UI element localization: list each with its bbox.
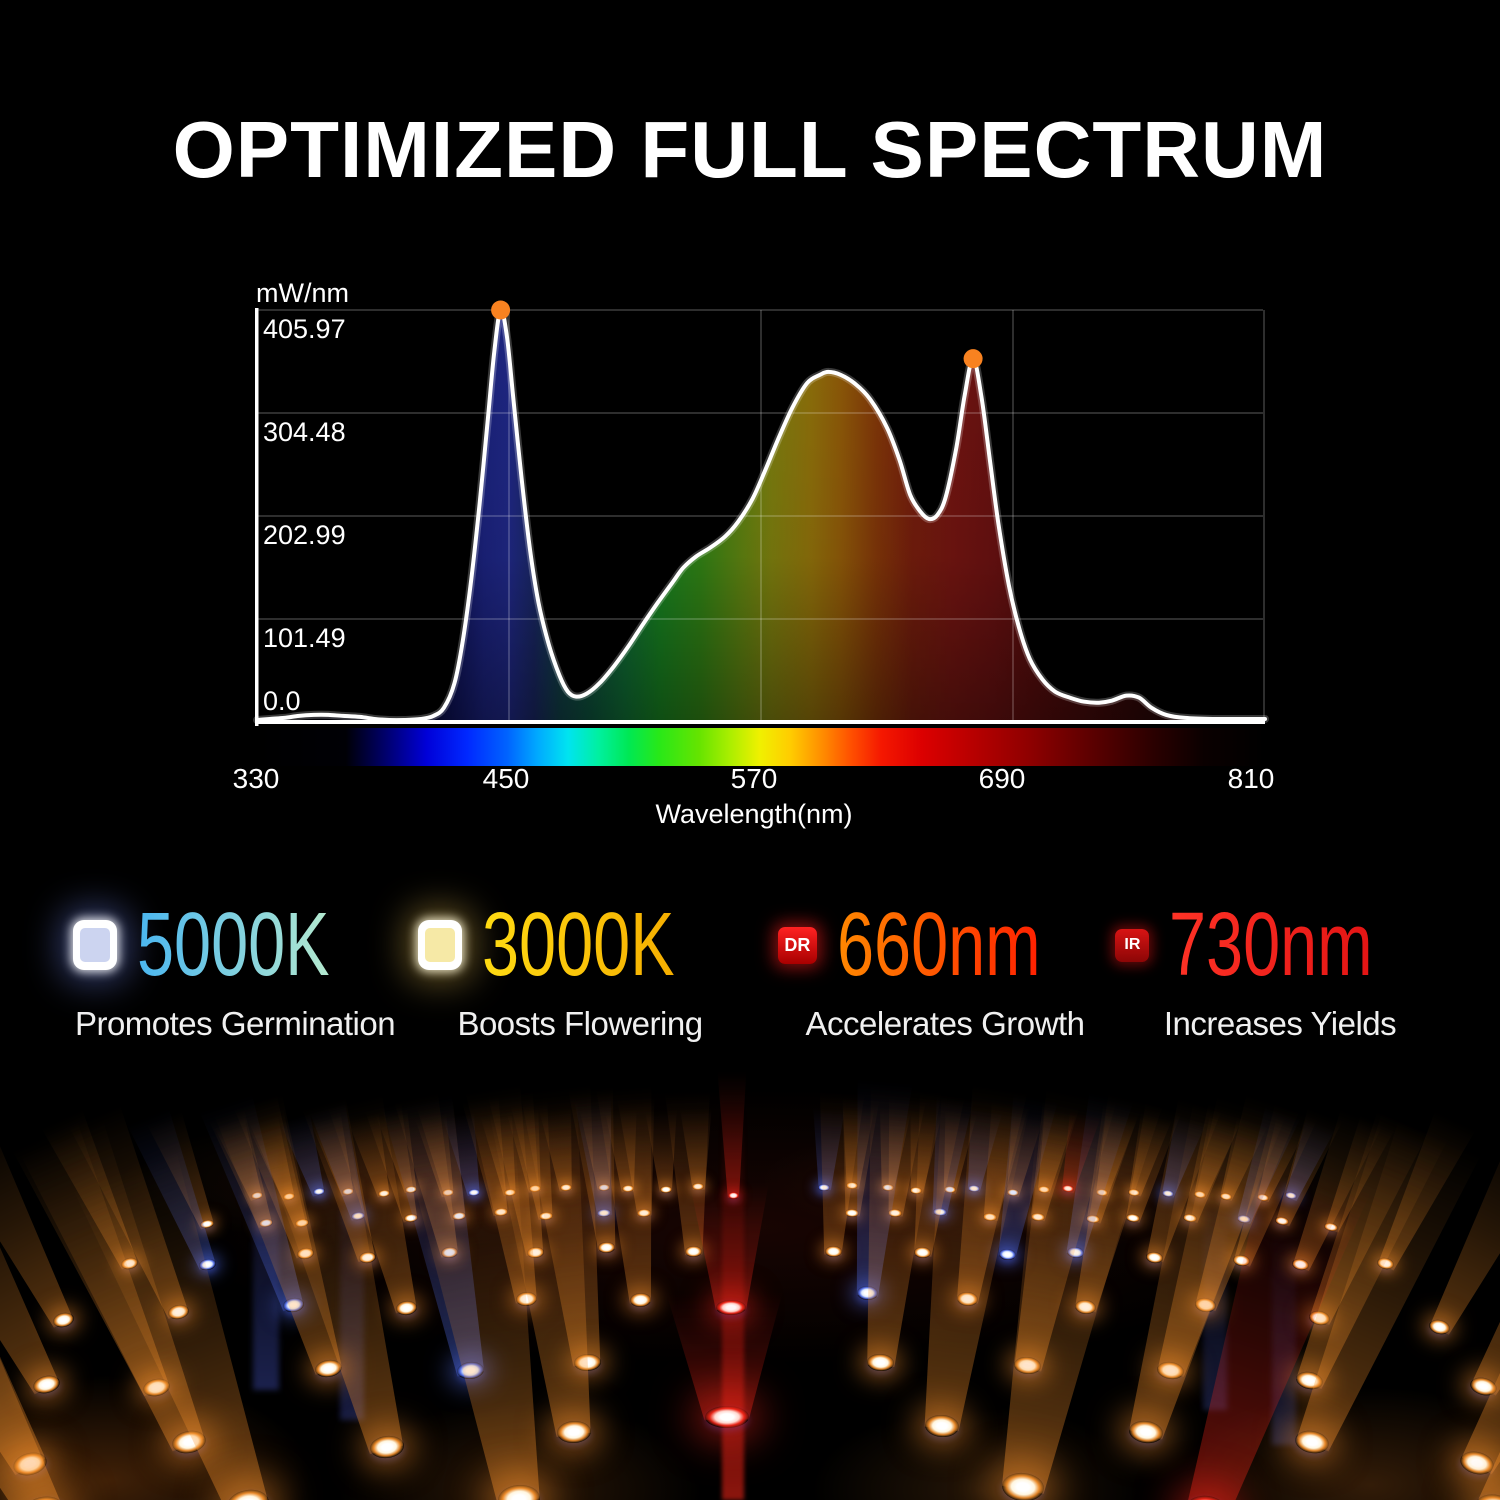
feature-caption: Boosts Flowering bbox=[457, 1005, 703, 1042]
x-tick-label: 330 bbox=[232, 763, 280, 794]
y-tick-label: 101.49 bbox=[263, 623, 346, 653]
x-tick-label: 570 bbox=[730, 763, 778, 794]
feature-caption: Promotes Germination bbox=[74, 1005, 396, 1042]
x-axis-title: Wavelength(nm) bbox=[655, 799, 853, 829]
feature-value: 730nm bbox=[1169, 895, 1374, 995]
feature-value: 5000K bbox=[136, 895, 330, 995]
y-axis-unit-label: mW/nm bbox=[256, 278, 349, 308]
warm-white-led-chip-icon bbox=[417, 920, 462, 970]
x-tick-label: 690 bbox=[978, 763, 1026, 794]
cool-white-led-chip-icon bbox=[72, 920, 117, 970]
spectrum-plot bbox=[253, 300, 1269, 726]
led-board-photo bbox=[0, 1060, 1500, 1500]
feature-5000k: 5000K Promotes Germination bbox=[72, 900, 396, 1043]
infrared-ir-badge-icon: IR bbox=[1115, 928, 1150, 962]
y-tick-label: 202.99 bbox=[263, 520, 346, 550]
x-tick-label: 810 bbox=[1227, 763, 1275, 794]
deep-red-dr-badge-icon: DR bbox=[777, 926, 817, 964]
y-tick-label: 405.97 bbox=[263, 314, 346, 344]
ambient-glow bbox=[0, 1060, 1500, 1500]
feature-3000k: 3000K Boosts Flowering bbox=[417, 900, 720, 1043]
feature-value: 660nm bbox=[836, 895, 1041, 995]
feature-caption: Accelerates Growth bbox=[805, 1005, 1085, 1042]
feature-730nm: IR 730nm Increases Yields bbox=[1115, 900, 1410, 1043]
feature-660nm: DR 660nm Accelerates Growth bbox=[777, 900, 1090, 1043]
y-tick-label: 0.0 bbox=[263, 686, 301, 716]
peak-marker-dot bbox=[491, 300, 511, 320]
feature-caption: Increases Yields bbox=[1163, 1005, 1397, 1042]
spectrum-color-bar bbox=[255, 728, 1265, 766]
peak-marker-dot bbox=[963, 349, 983, 369]
page-title: OPTIMIZED FULL SPECTRUM bbox=[172, 105, 1328, 194]
feature-value: 3000K bbox=[481, 895, 675, 995]
x-tick-label: 450 bbox=[482, 763, 530, 794]
y-tick-label: 304.48 bbox=[263, 417, 346, 447]
